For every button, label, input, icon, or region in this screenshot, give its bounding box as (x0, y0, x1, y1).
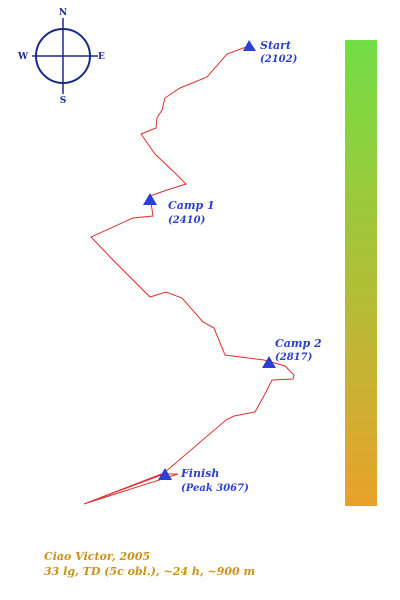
waypoint-elevation-start: (2102) (260, 54, 298, 65)
waypoint-marker-start (243, 40, 256, 51)
credits-line-grade: 33 lg, TD (5c obl.), ~24 h, ~900 m (44, 565, 256, 578)
compass-south-label: S (60, 96, 67, 106)
waypoint-label-camp-1: Camp 1 (168, 199, 215, 212)
waypoint-marker-camp-1 (143, 193, 157, 205)
waypoint-marker-finish (158, 468, 172, 480)
compass-rose: N S E W (17, 8, 105, 106)
waypoint-label-start: Start (260, 39, 291, 52)
compass-west-label: W (17, 52, 29, 62)
compass-east-label: E (98, 52, 105, 62)
elevation-color-bar (345, 40, 377, 506)
route-line (83, 45, 295, 505)
waypoint-label-camp-2: Camp 2 (275, 337, 322, 350)
route-credits: Ciao Victor, 2005 33 lg, TD (5c obl.), ~… (44, 549, 255, 579)
waypoint-label-finish: Finish (180, 467, 219, 480)
waypoint-elevation-camp-1: (2410) (168, 215, 206, 226)
credits-line-author: Ciao Victor, 2005 (44, 550, 151, 563)
compass-north-label: N (59, 8, 67, 18)
waypoint-elevation-finish: (Peak 3067) (181, 483, 249, 494)
waypoint-elevation-camp-2: (2817) (275, 352, 313, 363)
waypoint-marker-camp-2 (262, 356, 276, 368)
